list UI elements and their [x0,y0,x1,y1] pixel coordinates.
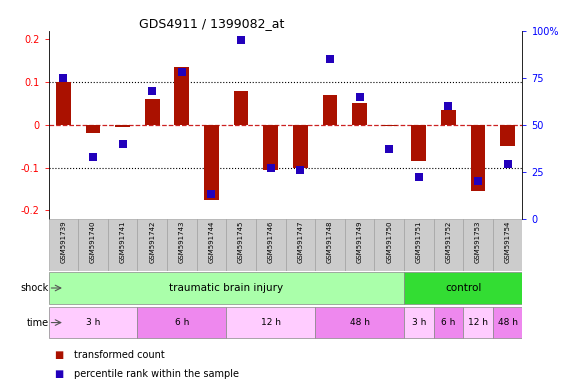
Bar [323,95,337,125]
Bar [315,219,345,271]
Bar [226,219,256,271]
Point [148,88,157,94]
Text: 12 h: 12 h [468,318,488,327]
Text: GSM591744: GSM591744 [208,220,215,263]
Bar [226,307,315,338]
Bar [404,273,522,303]
Point [177,69,186,75]
Bar [49,273,404,303]
Point [207,191,216,197]
Point [503,161,512,167]
Bar [196,219,226,271]
Bar [375,219,404,271]
Text: GSM591752: GSM591752 [445,220,452,263]
Text: ■: ■ [54,369,63,379]
Text: 48 h: 48 h [498,318,518,327]
Text: 6 h: 6 h [175,318,189,327]
Text: control: control [445,283,481,293]
Text: shock: shock [21,283,49,293]
Text: GSM591754: GSM591754 [505,220,510,263]
Bar [463,307,493,338]
Bar [234,91,248,125]
Bar [493,307,522,338]
Bar [256,219,286,271]
Text: traumatic brain injury: traumatic brain injury [169,283,283,293]
Text: percentile rank within the sample: percentile rank within the sample [74,369,239,379]
Text: time: time [26,318,49,328]
Text: GSM591741: GSM591741 [119,220,126,263]
Bar [433,219,463,271]
Bar [500,125,515,146]
Point [355,93,364,99]
Text: transformed count: transformed count [74,350,165,360]
Bar [463,219,493,271]
Point [118,141,127,147]
Text: 6 h: 6 h [441,318,456,327]
Point [444,103,453,109]
Bar [411,125,426,161]
Bar [493,219,522,271]
Point [266,165,275,171]
Text: GSM591742: GSM591742 [149,220,155,263]
Point [473,178,482,184]
Bar [352,103,367,125]
Bar [138,219,167,271]
Bar [204,125,219,200]
Bar [145,99,160,125]
Text: 48 h: 48 h [349,318,369,327]
Bar [49,219,78,271]
Text: 3 h: 3 h [86,318,100,327]
Bar [86,125,100,133]
Point [59,74,68,81]
Bar [115,125,130,127]
Point [236,37,246,43]
Bar [433,307,463,338]
Text: GSM591740: GSM591740 [90,220,96,263]
Bar [108,219,138,271]
Text: GSM591743: GSM591743 [179,220,185,263]
Bar [78,219,108,271]
Bar [293,125,308,169]
Point [325,56,335,62]
Bar [56,82,71,125]
Bar [263,125,278,170]
Point [89,154,98,160]
Text: GSM591751: GSM591751 [416,220,422,263]
Bar [315,307,404,338]
Text: 12 h: 12 h [261,318,281,327]
Bar [441,110,456,125]
Text: GSM591745: GSM591745 [238,220,244,263]
Text: ■: ■ [54,350,63,360]
Bar [138,307,226,338]
Bar [167,219,196,271]
Bar [471,125,485,191]
Text: 3 h: 3 h [412,318,426,327]
Bar [404,219,433,271]
Bar [382,125,397,126]
Text: GDS4911 / 1399082_at: GDS4911 / 1399082_at [139,17,284,30]
Point [414,174,423,180]
Bar [345,219,375,271]
Point [385,146,394,152]
Text: GSM591739: GSM591739 [61,220,66,263]
Text: GSM591750: GSM591750 [386,220,392,263]
Bar [174,67,189,125]
Point [296,167,305,173]
Bar [404,307,433,338]
Bar [286,219,315,271]
Text: GSM591753: GSM591753 [475,220,481,263]
Text: GSM591746: GSM591746 [268,220,274,263]
Text: GSM591749: GSM591749 [356,220,363,263]
Bar [49,307,138,338]
Text: GSM591747: GSM591747 [297,220,303,263]
Text: GSM591748: GSM591748 [327,220,333,263]
